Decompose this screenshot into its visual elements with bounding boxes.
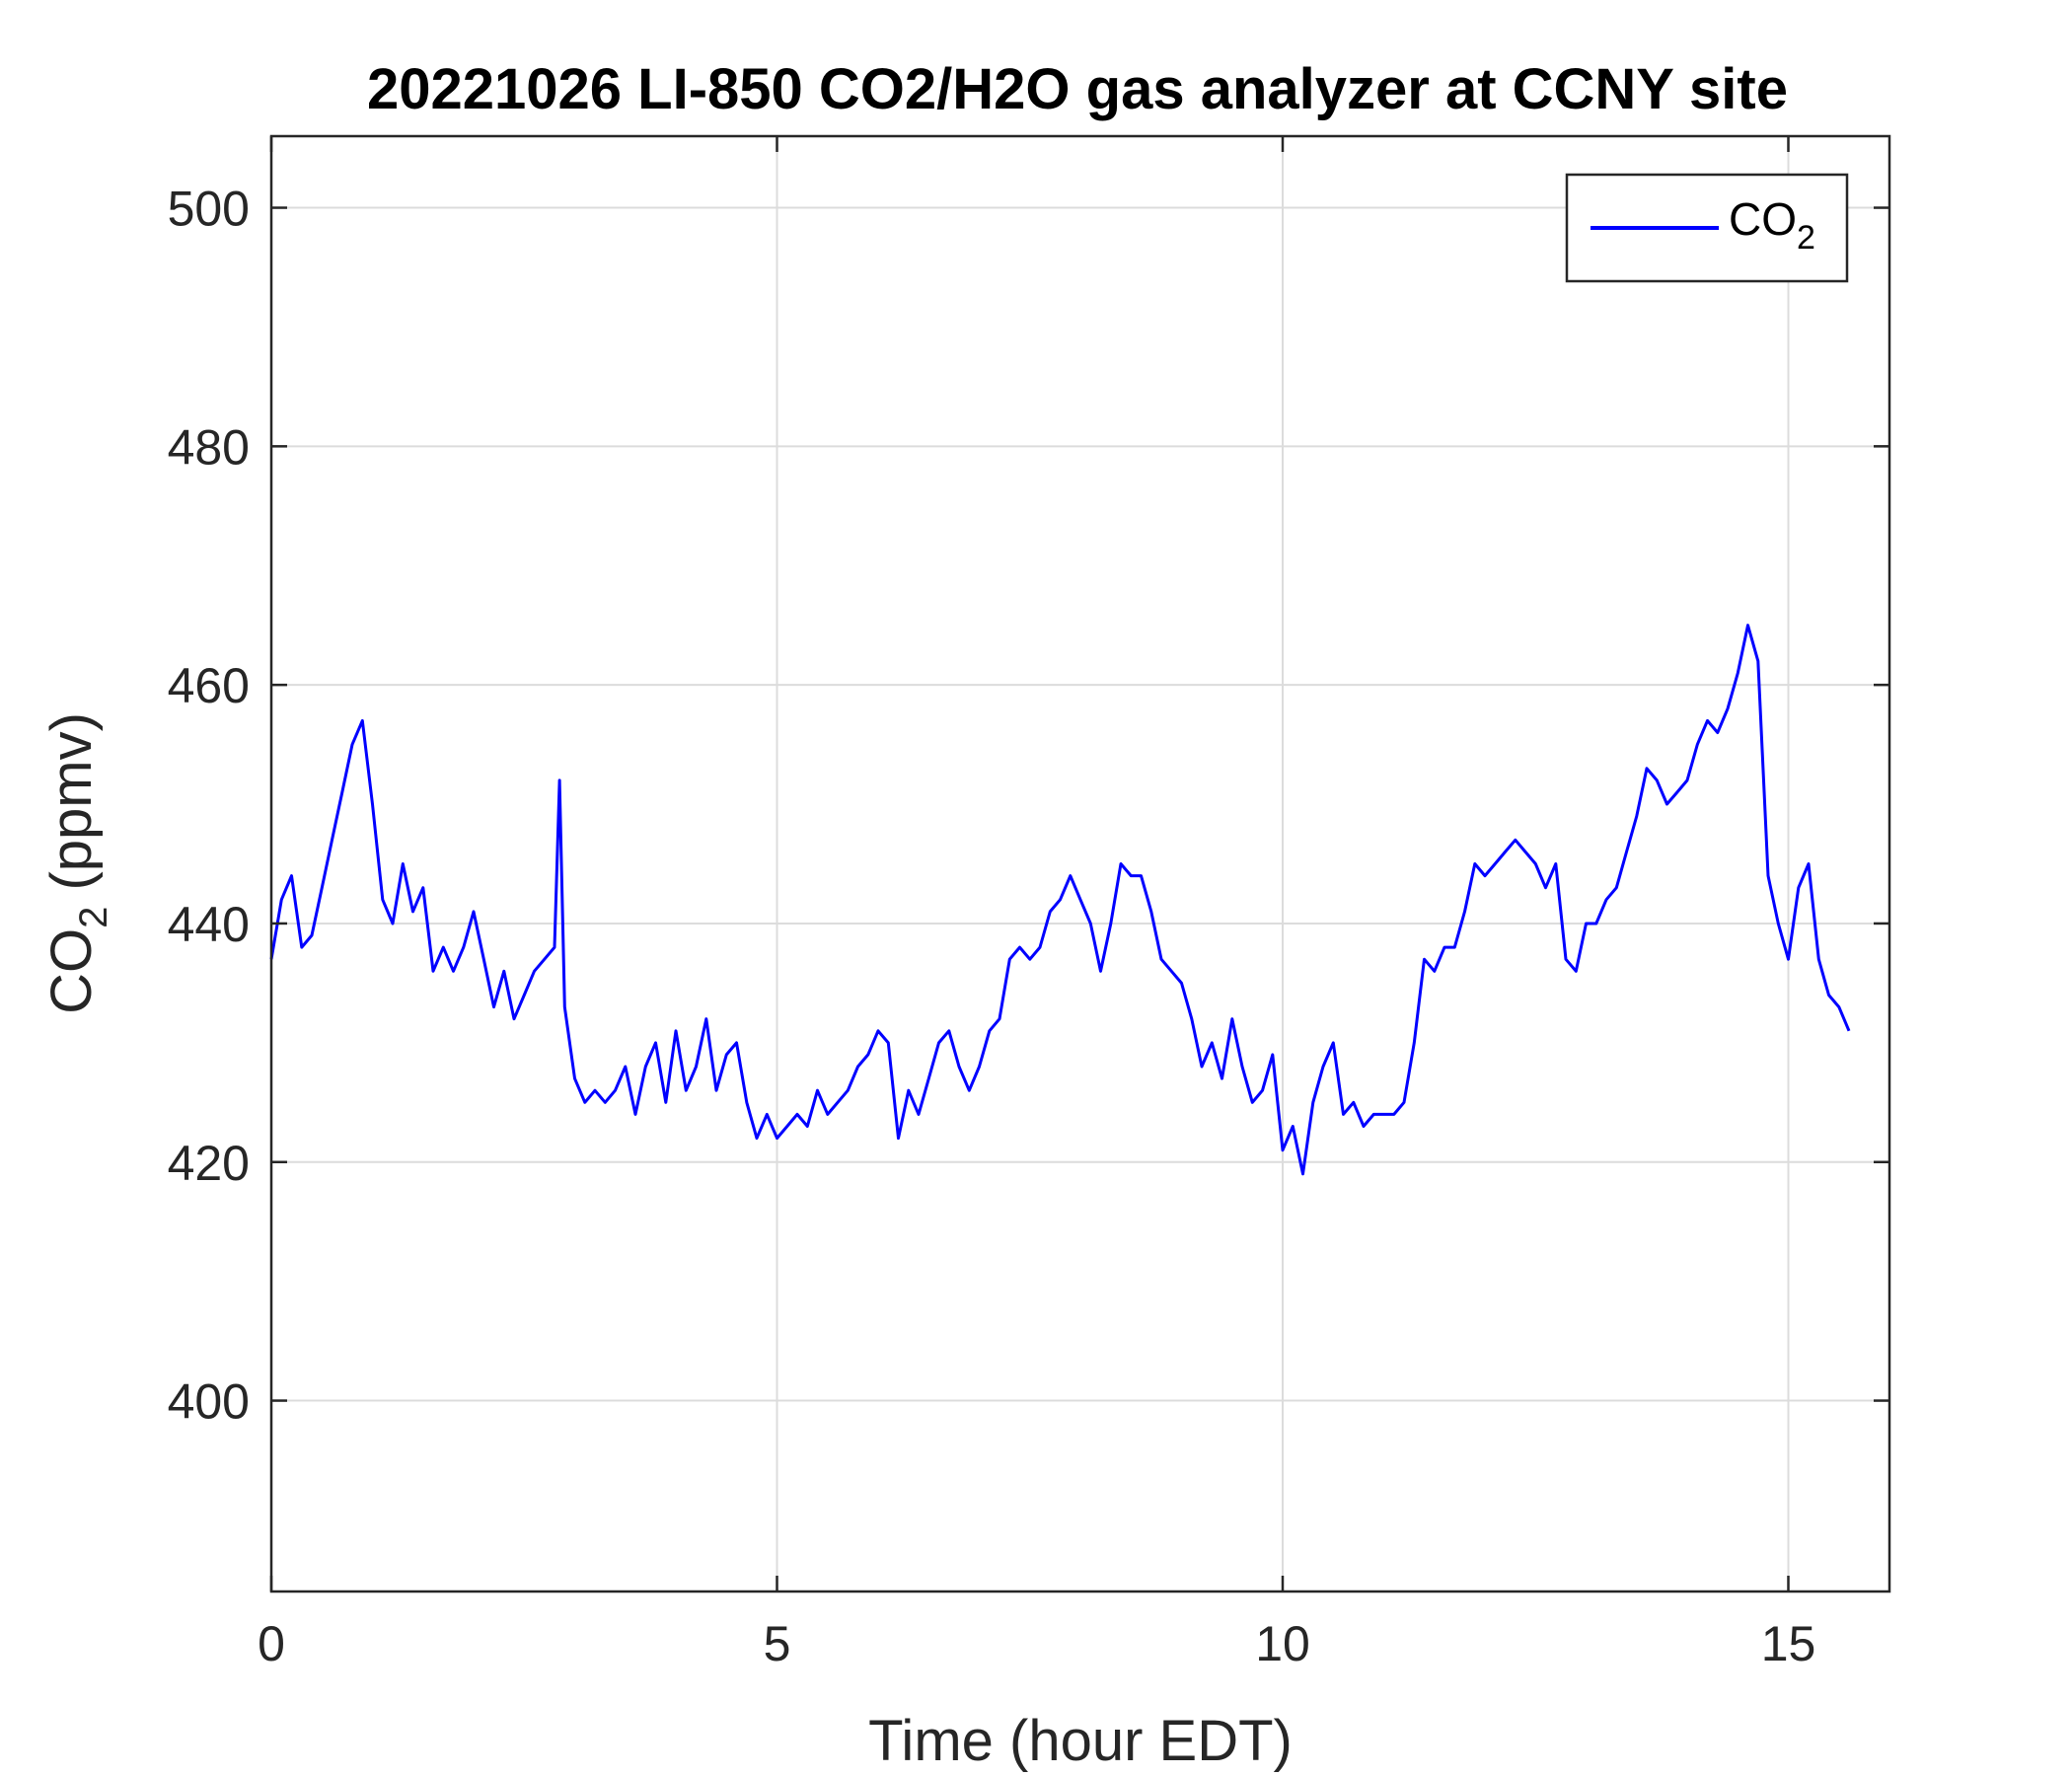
legend: CO2 [1565,173,1849,283]
grid-lines [270,136,1889,1591]
y-tick-label: 400 [168,1374,250,1430]
axis-ticks: 0 5 10 15 400 420 440 460 480 500 [168,136,1889,1671]
y-axis-label: CO2 (ppmv) [39,712,115,1014]
y-tick-label: 460 [168,658,250,713]
x-tick-label: 5 [764,1616,791,1671]
plot-frame [269,134,1891,1593]
y-axis-label-subscript: 2 [72,907,115,928]
y-tick-label: 440 [168,897,250,952]
legend-label: CO2 [1729,193,1815,257]
x-tick-label: 15 [1761,1616,1816,1671]
chart-title: 20221026 LI-850 CO2/H2O gas analyzer at … [367,57,1788,121]
legend-label-main: CO [1729,193,1797,245]
series-layer [269,624,1851,1176]
y-tick-label: 420 [168,1136,250,1191]
y-axis-label-units: (ppmv) [39,712,104,907]
x-tick-label: 0 [258,1616,285,1671]
legend-label-subscript: 2 [1797,219,1815,257]
x-tick-label: 10 [1255,1616,1310,1671]
y-axis-label-main: CO [39,928,104,1014]
y-tick-label: 480 [168,419,250,475]
y-tick-label: 500 [168,182,250,237]
x-axis-label: Time (hour EDT) [868,1709,1293,1773]
co2-series-line [269,624,1851,1176]
